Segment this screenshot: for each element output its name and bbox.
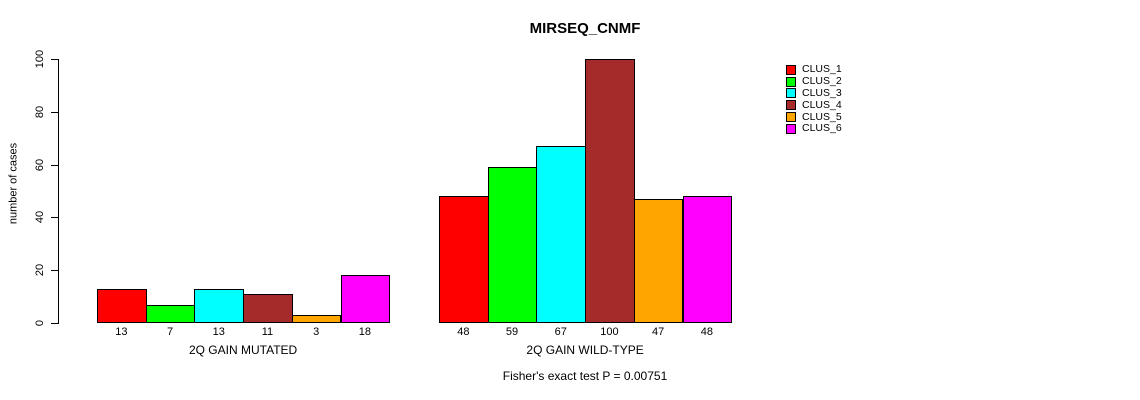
legend-row-clus-2: CLUS_2 — [786, 76, 842, 88]
legend-swatch-clus-2 — [786, 76, 796, 87]
bar-clus-1-group-2 — [439, 196, 489, 323]
bar-value-label: 67 — [554, 326, 567, 338]
bar-value-label: 7 — [166, 326, 174, 338]
y-tick-label: 100 — [34, 49, 46, 69]
legend-swatch-clus-5 — [786, 112, 796, 123]
legend-swatch-clus-4 — [786, 100, 796, 111]
legend-swatch-clus-3 — [786, 88, 796, 99]
legend-swatch-clus-6 — [786, 123, 796, 134]
legend-row-clus-1: CLUS_1 — [786, 64, 842, 76]
bar-value-label: 48 — [457, 326, 470, 338]
legend-label-clus-6: CLUS_6 — [802, 122, 842, 135]
bar-clus-5-group-1 — [291, 315, 342, 323]
y-tick-label: 60 — [34, 158, 46, 171]
y-axis-line — [58, 59, 59, 324]
legend-row-clus-3: CLUS_3 — [786, 86, 842, 100]
y-tick-mark — [51, 111, 58, 113]
fisher-test-caption: Fisher's exact test P = 0.00751 — [502, 369, 668, 383]
chart-title: MIRSEQ_CNMF — [529, 20, 641, 37]
legend-row-clus-5: CLUS_5 — [786, 111, 842, 123]
bar-value-label: 18 — [358, 326, 371, 338]
bar-clus-4-group-1 — [243, 293, 293, 323]
bar-clus-5-group-2 — [633, 198, 684, 323]
bar-clus-2-group-2 — [487, 167, 538, 323]
legend: CLUS_1 CLUS_2 CLUS_3 CLUS_4 CLUS_5 CLUS_6 — [786, 64, 842, 135]
bar-clus-6-group-1 — [340, 275, 391, 323]
y-tick-mark — [51, 270, 58, 272]
legend-row-clus-4: CLUS_4 — [786, 99, 842, 111]
bar-value-label: 48 — [700, 326, 713, 338]
bar-clus-4-group-2 — [585, 59, 635, 323]
bar-clus-2-group-1 — [145, 304, 196, 323]
bar-clus-3-group-1 — [194, 288, 245, 323]
bar-value-label: 47 — [652, 326, 665, 338]
y-tick-mark — [51, 217, 58, 219]
bar-value-label: 100 — [600, 326, 619, 338]
x-group-label: 2Q GAIN MUTATED — [188, 343, 298, 357]
x-group-label: 2Q GAIN WILD-TYPE — [526, 343, 644, 357]
y-tick-label: 40 — [34, 211, 46, 224]
y-axis-label: number of cases — [7, 142, 20, 225]
y-tick-mark — [51, 164, 58, 166]
bar-clus-1-group-1 — [97, 288, 147, 323]
legend-label-clus-4: CLUS_4 — [802, 98, 842, 111]
legend-swatch-clus-1 — [786, 64, 796, 75]
y-tick-mark — [51, 323, 58, 324]
y-tick-mark — [51, 59, 58, 60]
bar-value-label: 13 — [212, 326, 225, 338]
bar-value-label: 3 — [313, 326, 320, 338]
legend-label-clus-5: CLUS_5 — [802, 110, 842, 123]
legend-label-clus-2: CLUS_2 — [802, 75, 842, 88]
bar-value-label: 59 — [505, 326, 519, 338]
legend-row-clus-6: CLUS_6 — [786, 123, 842, 135]
bar-value-label: 11 — [261, 326, 274, 338]
legend-label-clus-3: CLUS_3 — [802, 86, 842, 99]
y-tick-label: 80 — [34, 105, 46, 118]
y-tick-label: 0 — [34, 319, 46, 327]
legend-label-clus-1: CLUS_1 — [802, 63, 842, 76]
bar-value-label: 13 — [115, 326, 128, 338]
bar-clus-3-group-2 — [536, 146, 587, 323]
bar-clus-6-group-2 — [682, 196, 733, 323]
y-tick-label: 20 — [34, 264, 46, 277]
